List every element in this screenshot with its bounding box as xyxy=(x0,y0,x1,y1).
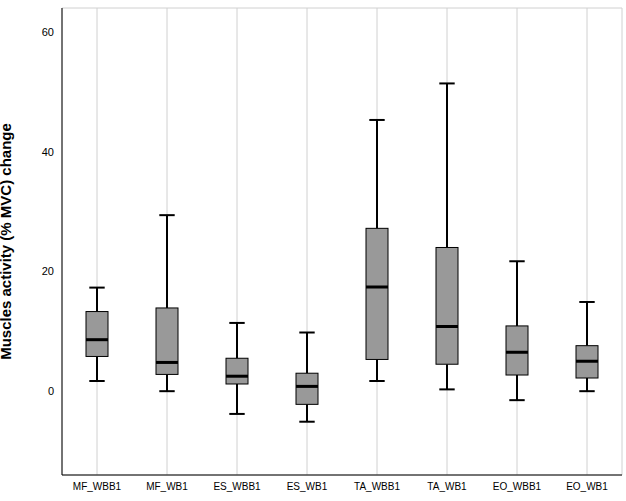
svg-text:MF_WB1: MF_WB1 xyxy=(146,481,188,492)
svg-text:Muscles activity (% MVC) chang: Muscles activity (% MVC) change xyxy=(8,123,14,360)
svg-text:MF_WBB1: MF_WBB1 xyxy=(73,481,122,492)
svg-text:ES_WBB1: ES_WBB1 xyxy=(213,481,261,492)
svg-text:ES_WB1: ES_WB1 xyxy=(287,481,328,492)
svg-text:20: 20 xyxy=(42,265,54,277)
svg-text:60: 60 xyxy=(42,26,54,38)
svg-text:TA_WB1: TA_WB1 xyxy=(427,481,467,492)
svg-text:0: 0 xyxy=(48,385,54,397)
svg-text:TA_WBB1: TA_WBB1 xyxy=(354,481,400,492)
svg-text:EO_WBB1: EO_WBB1 xyxy=(493,481,542,492)
svg-text:EO_WB1: EO_WB1 xyxy=(566,481,608,492)
svg-text:40: 40 xyxy=(42,146,54,158)
